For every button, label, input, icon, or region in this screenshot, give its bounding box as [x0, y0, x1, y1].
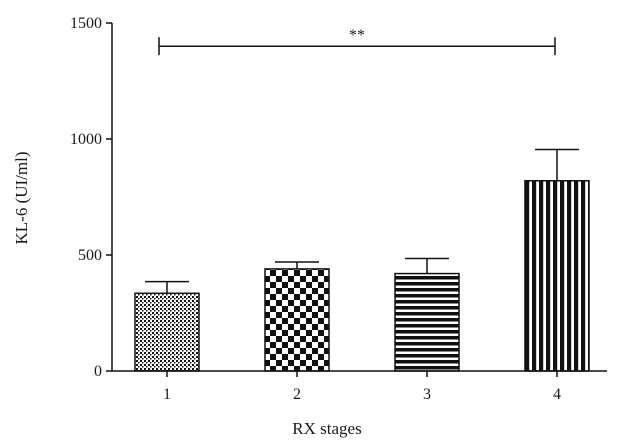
y-axis-ticks: 0 500 1000 1500: [70, 15, 112, 380]
bar-stage-2: [264, 268, 330, 372]
significance-bracket: **: [158, 27, 556, 56]
y-tick-label: 0: [94, 363, 102, 380]
bars: [134, 180, 590, 372]
y-axis-label: KL-6 (UI/ml): [12, 151, 31, 244]
x-tick-label: 3: [423, 386, 431, 403]
y-tick-label: 500: [78, 247, 102, 264]
bar-stage-3: [394, 272, 460, 372]
x-tick-label: 2: [293, 386, 301, 403]
bar-stage-4: [524, 180, 590, 372]
error-bars: [145, 148, 579, 294]
y-tick-label: 1000: [70, 131, 102, 148]
y-tick-label: 1500: [70, 15, 102, 32]
bar-stage-1: [134, 292, 200, 372]
x-tick-label: 1: [163, 386, 171, 403]
significance-label: **: [349, 27, 365, 44]
x-axis-ticks: 1 2 3 4: [163, 371, 561, 403]
x-axis-label: RX stages: [292, 419, 361, 438]
x-tick-label: 4: [553, 386, 561, 403]
